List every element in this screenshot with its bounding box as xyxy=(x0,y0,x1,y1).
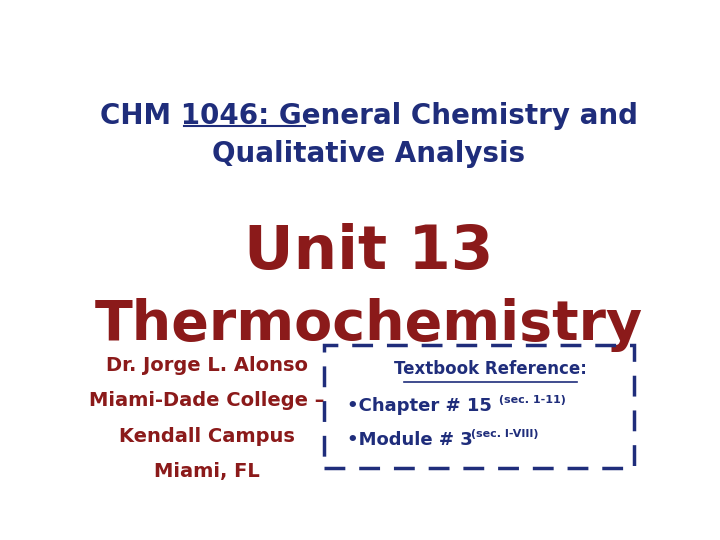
Text: (sec. I-VIII): (sec. I-VIII) xyxy=(467,429,538,438)
Text: (sec. 1-11): (sec. 1-11) xyxy=(495,395,565,406)
Text: •Module # 3: •Module # 3 xyxy=(347,431,472,449)
Text: Kendall Campus: Kendall Campus xyxy=(120,427,295,446)
Text: Unit 13: Unit 13 xyxy=(244,223,494,282)
Text: •Chapter # 15: •Chapter # 15 xyxy=(347,397,492,415)
Text: Miami-Dade College –: Miami-Dade College – xyxy=(89,391,325,410)
Text: Miami, FL: Miami, FL xyxy=(154,462,260,481)
Text: Qualitative Analysis: Qualitative Analysis xyxy=(212,140,526,167)
Text: CHM 1046: General Chemistry and: CHM 1046: General Chemistry and xyxy=(100,102,638,130)
Text: Textbook Reference:: Textbook Reference: xyxy=(394,360,587,378)
Text: Dr. Jorge L. Alonso: Dr. Jorge L. Alonso xyxy=(106,356,308,375)
Text: Thermochemistry: Thermochemistry xyxy=(95,298,643,352)
